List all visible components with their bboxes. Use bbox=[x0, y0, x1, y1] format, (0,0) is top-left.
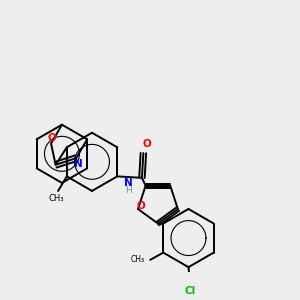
Text: O: O bbox=[137, 201, 146, 211]
Text: Cl: Cl bbox=[184, 286, 196, 296]
Text: O: O bbox=[142, 139, 151, 148]
Text: CH₃: CH₃ bbox=[131, 255, 145, 264]
Text: N: N bbox=[124, 178, 133, 188]
Text: O: O bbox=[47, 133, 56, 143]
Text: N: N bbox=[74, 158, 83, 169]
Text: CH₃: CH₃ bbox=[49, 194, 64, 203]
Text: H: H bbox=[125, 186, 132, 195]
